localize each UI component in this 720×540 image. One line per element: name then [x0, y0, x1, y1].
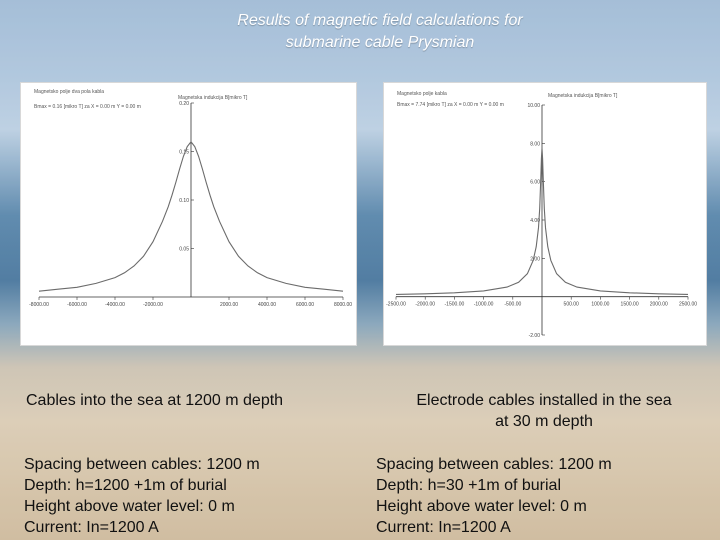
y-tick-label: 4.00 [530, 218, 540, 224]
series-line [38, 140, 344, 292]
left-spec-height: Height above water level: 0 m [24, 498, 235, 515]
y-axis-label: Magnetska indukcija B[mikro T] [178, 95, 248, 101]
x-tick-label: 8000.00 [334, 302, 352, 308]
x-tick-label: -6000.00 [67, 302, 87, 308]
left-caption-text: Cables into the sea at 1200 m depth [26, 392, 284, 409]
y-tick-label: 0.10 [179, 198, 189, 204]
chart-two-pole-cable: Magnetsko polje dva pola kabla Bmax = 0.… [29, 89, 352, 308]
left-caption: Cables into the sea at 1200 m depth [26, 390, 356, 411]
x-tick-label: -2500.00 [386, 302, 406, 308]
x-tick-label: 500.00 [564, 302, 580, 308]
y-tick-label: -2.00 [529, 333, 541, 339]
left-spec-current: Current: In=1200 A [24, 519, 159, 536]
x-tick-label: -2000.00 [143, 302, 163, 308]
x-tick-label: 6000.00 [296, 302, 314, 308]
slide-title-line-1: Results of magnetic field calculations f… [237, 12, 523, 29]
right-caption-line-1: Electrode cables installed in the sea [416, 392, 672, 409]
right-specs: Spacing between cables: 1200 m Depth: h=… [376, 454, 612, 538]
y-tick-label: 0.15 [179, 150, 189, 156]
y-tick-label: 8.00 [530, 141, 540, 147]
x-tick-label: -2000.00 [415, 302, 435, 308]
x-tick-label: -500.00 [504, 302, 521, 308]
x-tick-label: 2500.00 [679, 302, 697, 308]
x-tick-label: -1500.00 [445, 302, 465, 308]
right-spec-current: Current: In=1200 A [376, 519, 511, 536]
y-axis-label: Magnetska indukcija B[mikro T] [548, 93, 618, 99]
x-tick-label: 2000.00 [650, 302, 668, 308]
slide-title-line-2: submarine cable Prysmian [285, 34, 475, 51]
chart-panel-electrode-cable: Magnetsko polje kabla Bmax = 7.74 [mikro… [383, 82, 707, 346]
chart-panel-two-pole-cable: Magnetsko polje dva pola kabla Bmax = 0.… [20, 82, 357, 346]
panel-info: Bmax = 7.74 [mikro T] za X = 0.00 m Y = … [397, 102, 504, 108]
x-tick-label: -4000.00 [105, 302, 125, 308]
right-spec-depth: Depth: h=30 +1m of burial [376, 477, 562, 494]
right-spec-height: Height above water level: 0 m [376, 498, 587, 515]
x-tick-label: 1000.00 [591, 302, 609, 308]
left-specs: Spacing between cables: 1200 m Depth: h=… [24, 454, 260, 538]
right-caption: Electrode cables installed in the sea at… [380, 390, 708, 432]
y-tick-label: 0.05 [179, 247, 189, 253]
x-tick-label: -1000.00 [474, 302, 494, 308]
series-line [395, 148, 689, 295]
x-tick-label: 1500.00 [621, 302, 639, 308]
x-tick-label: -8000.00 [29, 302, 49, 308]
panel-header: Magnetsko polje kabla [397, 91, 447, 97]
panel-header: Magnetsko polje dva pola kabla [34, 89, 104, 95]
y-tick-label: 10.00 [527, 103, 540, 109]
left-spec-depth: Depth: h=1200 +1m of burial [24, 477, 227, 494]
left-spec-spacing: Spacing between cables: 1200 m [24, 456, 260, 473]
x-tick-label: 4000.00 [258, 302, 276, 308]
y-tick-label: 6.00 [530, 180, 540, 186]
chart-electrode-cable: Magnetsko polje kabla Bmax = 7.74 [mikro… [386, 91, 697, 339]
x-tick-label: 2000.00 [220, 302, 238, 308]
right-spec-spacing: Spacing between cables: 1200 m [376, 456, 612, 473]
slide-title: Results of magnetic field calculations f… [120, 10, 640, 54]
y-tick-label: 0.20 [179, 101, 189, 107]
panel-info: Bmax = 0.16 [mikro T] za X = 0.00 m Y = … [34, 104, 141, 110]
right-caption-line-2: at 30 m depth [495, 413, 593, 430]
y-tick-label: 2.00 [530, 256, 540, 262]
